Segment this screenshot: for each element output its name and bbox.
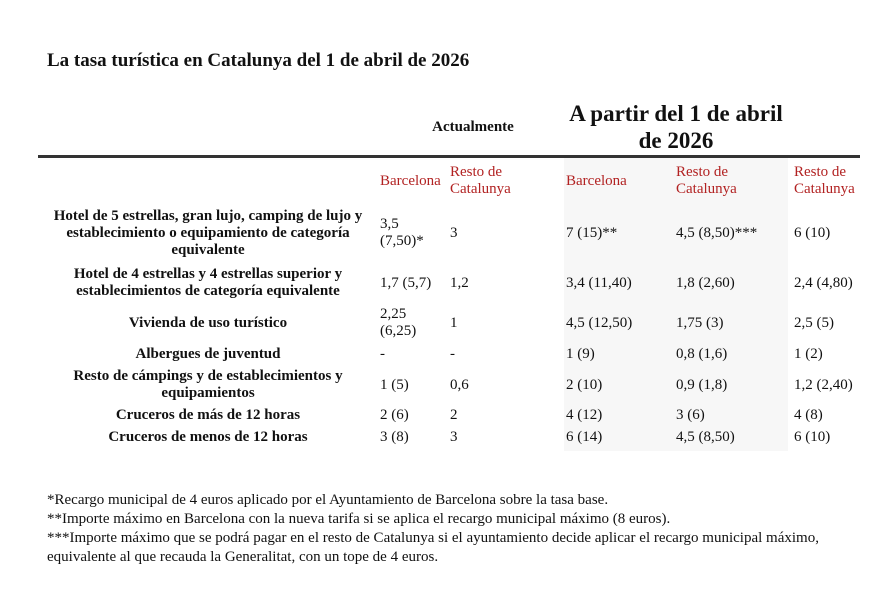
table-cell: 4,5 (8,50) [676,428,735,445]
row-label: Vivienda de uso turístico [128,314,288,331]
col-barcelona-2026: Barcelona [566,172,627,189]
table-cell: 2 (6) [380,406,409,423]
table-cell: 1,7 (5,7) [380,274,432,291]
page-title: La tasa turística en Catalunya del 1 de … [47,50,470,71]
col-resto-2026-b: Resto de Catalunya [794,164,855,197]
table-cell: 0,9 (1,8) [676,376,728,393]
column-header-row: Barcelona Resto de Catalunya Barcelona R… [38,158,867,204]
table-cell: 7 (15)** [566,224,618,241]
table-cell: 4 (12) [566,406,603,423]
table-cell: 1 [450,314,458,331]
table-row: Cruceros de más de 12 horas 2 (6) 2 4 (12) 3… [38,404,867,426]
table-row: Cruceros de menos de 12 horas 3 (8) 3 6 (14… [38,426,867,448]
table-cell: 3,5 (7,50)* [380,216,424,249]
table-row: Albergues de juventud - - 1 (9) 0,8 (1,6) 1 (… [38,342,867,366]
table-cell: 2 (10) [566,376,603,393]
table-cell: 4,5 (12,50) [566,314,633,331]
table-cell: 6 (10) [794,428,831,445]
table-cell: 3 (6) [676,406,705,423]
col-barcelona-actual: Barcelona [380,172,441,189]
table-row: Hotel de 5 estrellas, gran lujo, camping… [38,204,867,262]
table-cell: 2,25 (6,25) [380,306,417,339]
row-label: Resto de cámpings y de establecimientos … [73,368,343,401]
table-cell: 3 [450,428,458,445]
row-label: Hotel de 5 estrellas, gran lujo, camping… [53,207,363,258]
table-cell: 3,4 (11,40) [566,274,632,291]
table-cell: 6 (10) [794,224,831,241]
tax-table: Barcelona Resto de Catalunya Barcelona R… [38,158,867,448]
table-cell: 1,2 [450,274,469,291]
table-cell: 1 (5) [380,376,409,393]
table-cell: 4,5 (8,50)*** [676,224,758,241]
shaded-column-group [564,158,788,451]
row-label: Hotel de 4 estrellas y 4 estrellas super… [73,266,343,299]
table-row: Resto de cámpings y de establecimientos … [38,366,867,404]
group-header-a-partir: A partir del 1 de abril de 2026 [569,101,783,153]
table-cell: 1,8 (2,60) [676,274,735,291]
table-row: Hotel de 4 estrellas y 4 estrellas super… [38,262,867,304]
table-cell: 3 [450,224,458,241]
footnotes: *Recargo municipal de 4 euros aplicado p… [47,491,867,567]
footnote: ***Importe máximo que se podrá pagar en … [47,530,819,565]
footnote: **Importe máximo en Barcelona con la nue… [47,511,671,527]
table-row: Vivienda de uso turístico 2,25 (6,25) 1 4,5… [38,304,867,342]
col-resto-actual: Resto de Catalunya [450,164,511,197]
row-label: Cruceros de menos de 12 horas [108,428,308,445]
footnote: *Recargo municipal de 4 euros aplicado p… [47,492,609,508]
table-cell: 1 (2) [794,345,823,362]
table-cell: 6 (14) [566,428,603,445]
row-label: Albergues de juventud [135,345,281,362]
table-cell: 2,5 (5) [794,314,834,331]
header-rule [38,155,860,158]
table-cell: 0,6 [450,376,469,393]
table-cell: 0,8 (1,6) [676,345,728,362]
table-cell: 1 (9) [566,345,595,362]
table-cell: - [450,345,455,362]
row-label: Cruceros de más de 12 horas [115,406,301,423]
group-header-actualmente: Actualmente [432,119,514,135]
table-cell: 2,4 (4,80) [794,274,853,291]
table-cell: 1,2 (2,40) [794,376,853,393]
table-cell: 4 (8) [794,406,823,423]
table-cell: 3 (8) [380,428,409,445]
table-cell: 2 [450,406,458,423]
table-cell: 1,75 (3) [676,314,724,331]
col-resto-2026: Resto de Catalunya [676,164,737,197]
table-cell: - [380,345,385,362]
